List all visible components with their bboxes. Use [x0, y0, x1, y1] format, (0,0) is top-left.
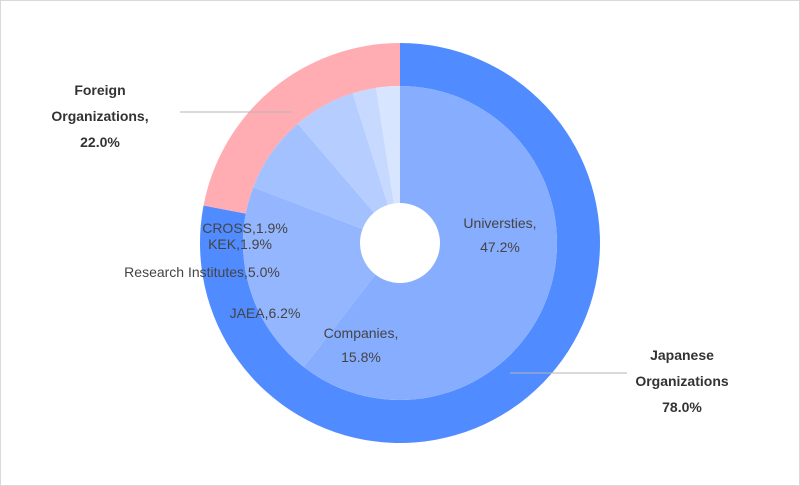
inner-label-universties: Universties, 47.2%	[463, 215, 536, 255]
inner-label-companies: Companies, 15.8%	[324, 325, 399, 365]
outer-label-japanese: Japanese Organizations 78.0%	[635, 347, 729, 415]
outer-label-foreign: Foreign Organizations, 22.0%	[51, 82, 148, 150]
inner-slice-research-institutes-5-0	[297, 93, 388, 213]
inner-label-jaea-6-2: JAEA,6.2%	[230, 305, 301, 321]
inner-slice-kek-1-9	[352, 87, 394, 205]
outer-slice-foreign	[203, 43, 400, 214]
inner-label-research-institutes-5-0: Research Institutes,5.0%	[124, 264, 280, 280]
inner-slice-universties	[303, 86, 558, 401]
inner-slice-companies	[243, 187, 376, 367]
inner-slice-cross-1-9	[376, 86, 400, 204]
inner-ring	[243, 86, 558, 401]
labels: Japanese Organizations 78.0% Foreign Organiz…	[51, 82, 728, 415]
inner-label-kek-1-9: KEK,1.9%	[208, 236, 272, 252]
outer-ring	[200, 43, 600, 444]
leader-lines	[180, 111, 627, 374]
inner-label-cross-1-9: CROSS,1.9%	[202, 220, 288, 236]
inner-slice-jaea-6-2	[253, 123, 374, 229]
